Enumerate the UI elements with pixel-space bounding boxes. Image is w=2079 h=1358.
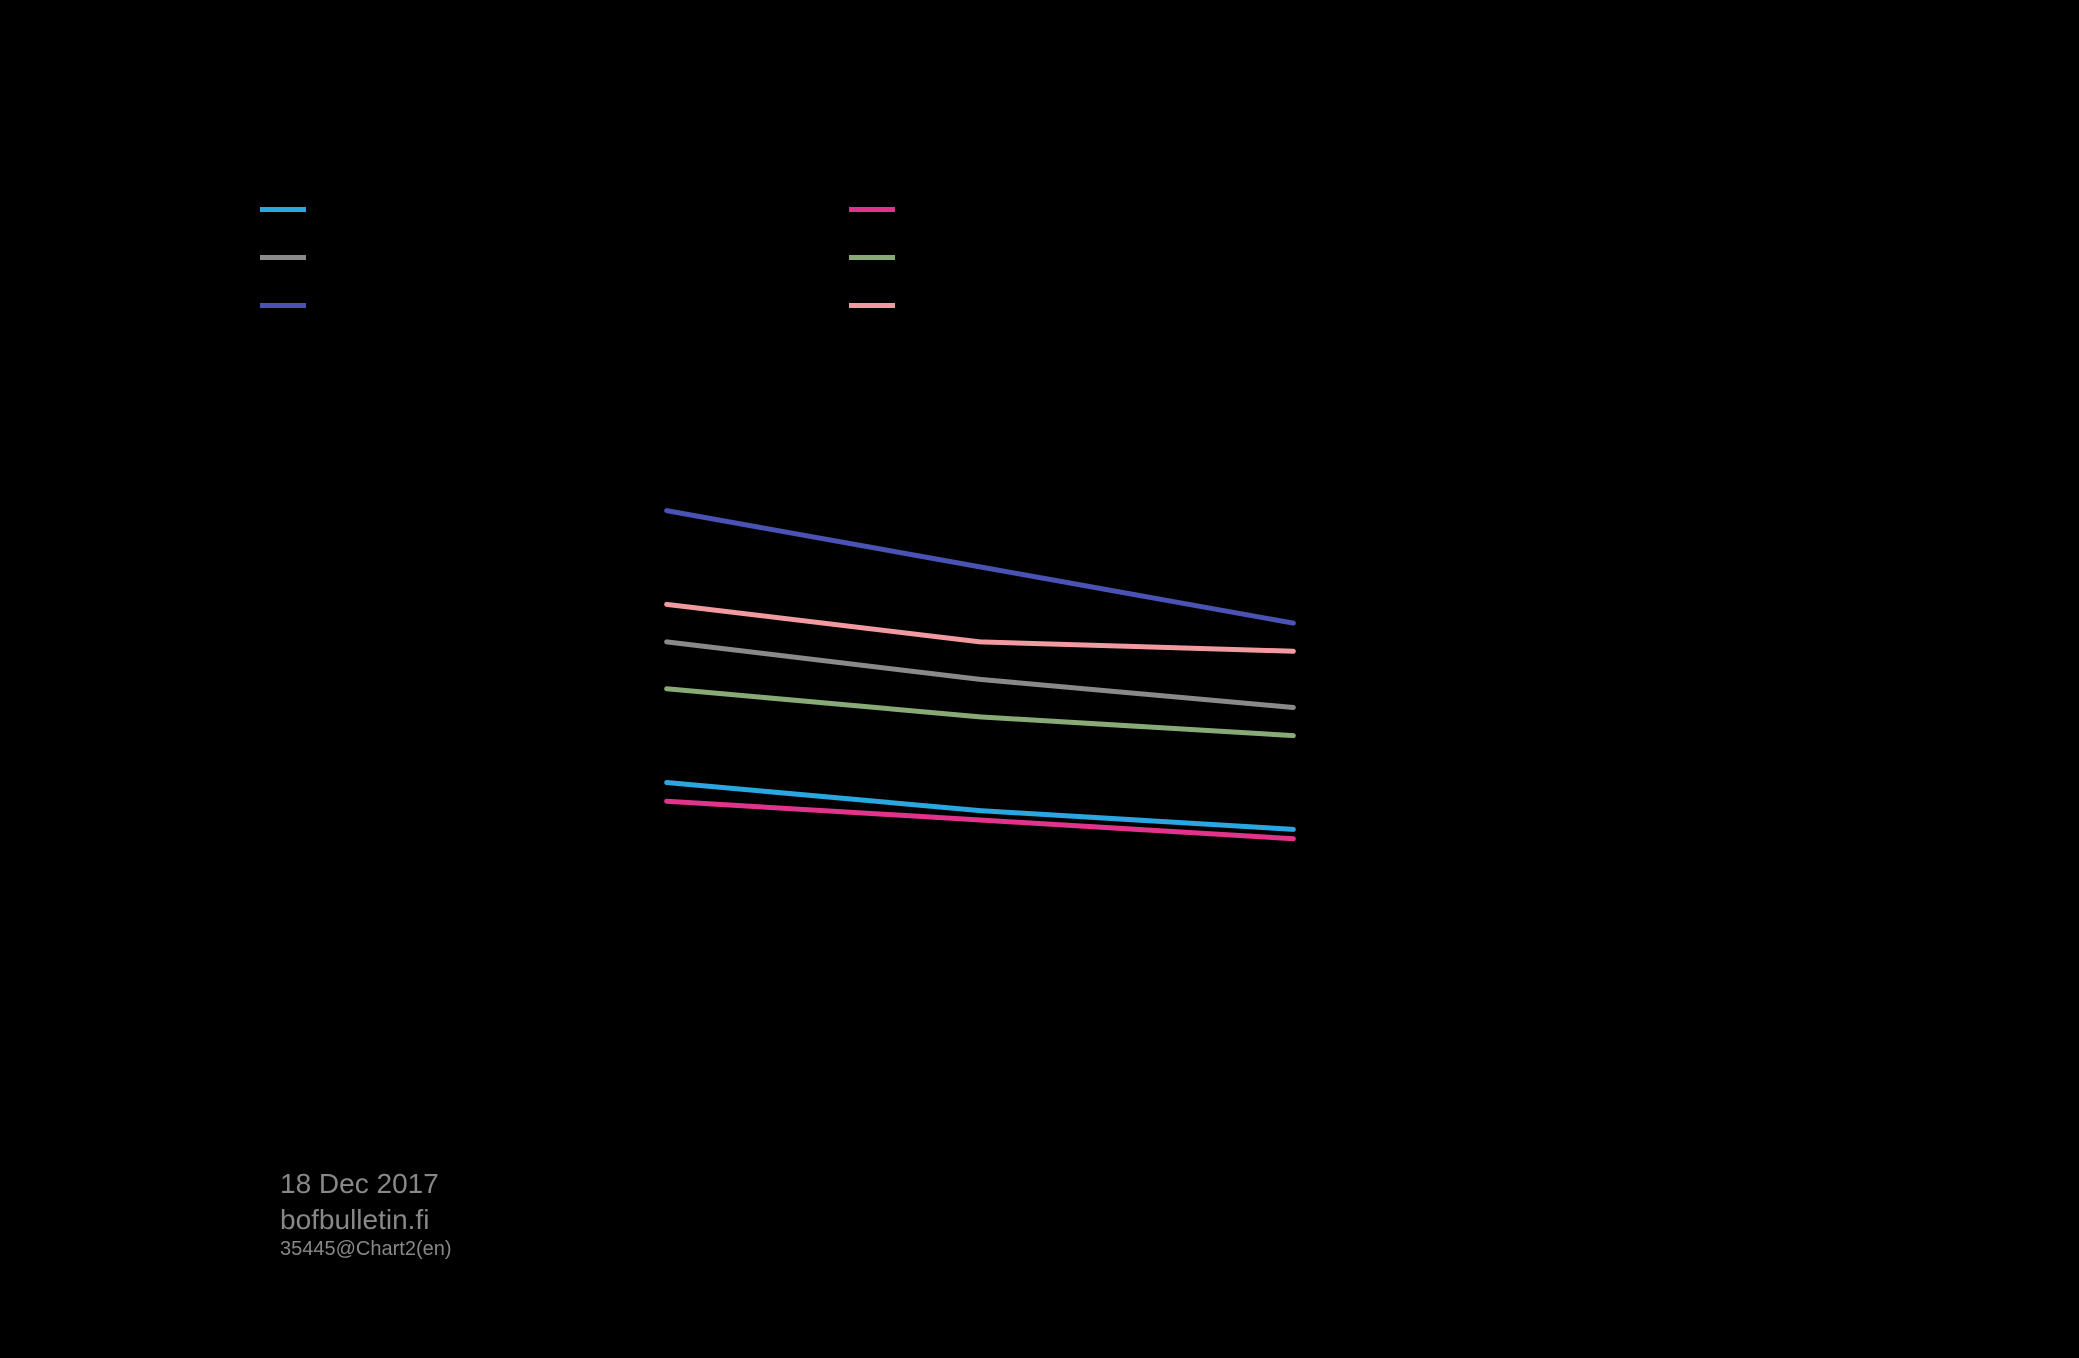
footer-site: bofbulletin.fi	[280, 1204, 429, 1236]
y-tick-label: 10	[468, 921, 492, 946]
series-france	[667, 604, 1294, 651]
series-germany	[667, 689, 1294, 736]
series-euro-area	[667, 511, 1294, 624]
y-tick-label: 40	[468, 358, 492, 383]
x-tick-label: 2016	[1269, 1132, 1318, 1157]
x-tick-label: 2012	[642, 1132, 691, 1157]
footer-chart-id: 35445@Chart2(en)	[280, 1238, 452, 1261]
y-tick-label: 35	[468, 452, 492, 477]
y-tick-label: 25	[468, 639, 492, 664]
y-tick-label: 5	[480, 1014, 492, 1039]
footer-date: 18 Dec 2017	[280, 1168, 439, 1200]
x-tick-label: 2014	[956, 1132, 1005, 1157]
y-axis-title: Number of commercial bank branches, per …	[280, 319, 898, 346]
y-tick-label: 20	[468, 733, 492, 758]
line-chart: Number of commercial bank branches, per …	[0, 0, 2079, 1358]
y-tick-label: 30	[468, 546, 492, 571]
y-tick-label: 0	[480, 1108, 492, 1133]
series-denmark	[667, 801, 1294, 839]
y-tick-label: 15	[468, 827, 492, 852]
